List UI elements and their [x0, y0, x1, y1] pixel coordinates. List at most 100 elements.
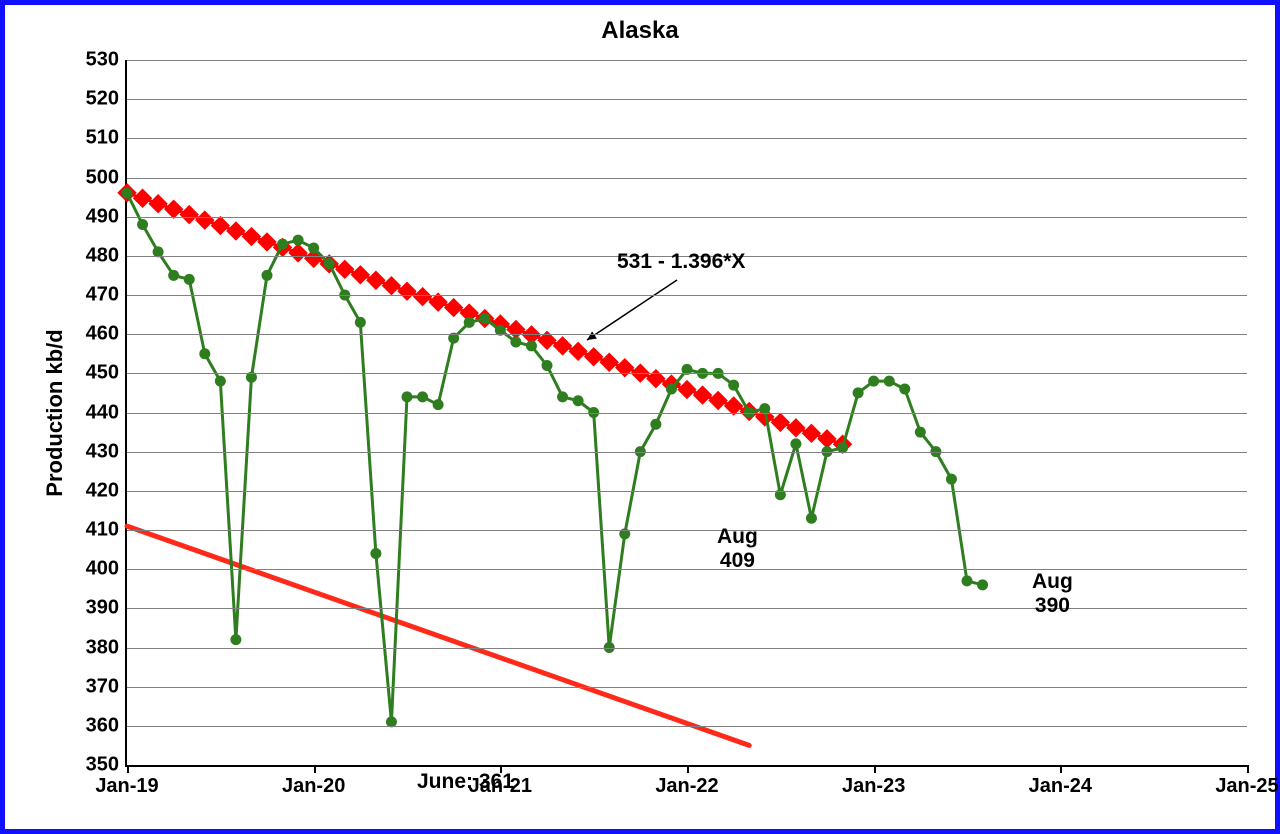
x-tick-mark — [1060, 765, 1062, 773]
production-marker — [293, 235, 304, 246]
production-marker — [277, 239, 288, 250]
trend-marker — [694, 386, 712, 404]
production-marker — [899, 384, 910, 395]
production-marker — [915, 427, 926, 438]
x-tick-label: Jan-24 — [1029, 775, 1092, 798]
trend-marker — [242, 228, 260, 246]
production-marker — [122, 188, 133, 199]
trend-marker — [165, 200, 183, 218]
production-marker — [790, 438, 801, 449]
gridline — [127, 138, 1247, 139]
production-marker — [402, 391, 413, 402]
trend-marker — [180, 206, 198, 224]
production-marker — [526, 340, 537, 351]
trend-marker — [600, 353, 618, 371]
production-marker — [728, 380, 739, 391]
production-marker — [868, 376, 879, 387]
annotation-text: Aug 409 — [717, 525, 758, 573]
gridline — [127, 726, 1247, 727]
production-marker — [650, 419, 661, 430]
production-marker — [479, 313, 490, 324]
production-marker — [542, 360, 553, 371]
gridline — [127, 373, 1247, 374]
y-tick-label: 530 — [86, 49, 119, 72]
trend-marker — [351, 266, 369, 284]
trend-marker — [445, 299, 463, 317]
trend-marker — [211, 217, 229, 235]
production-marker — [946, 474, 957, 485]
trend-marker — [336, 260, 354, 278]
gridline — [127, 452, 1247, 453]
trend-marker — [382, 277, 400, 295]
lower-trend-line — [127, 526, 749, 745]
plot-area: 3503603703803904004104204304404504604704… — [125, 60, 1247, 767]
production-marker — [464, 317, 475, 328]
production-marker — [510, 337, 521, 348]
annotation-text: 531 - 1.396*X — [617, 250, 745, 274]
gridline — [127, 217, 1247, 218]
gridline — [127, 295, 1247, 296]
production-marker — [168, 270, 179, 281]
y-tick-label: 400 — [86, 558, 119, 581]
trend-marker — [196, 211, 214, 229]
gridline — [127, 608, 1247, 609]
y-tick-label: 470 — [86, 284, 119, 307]
production-marker — [308, 243, 319, 254]
trend-marker — [414, 288, 432, 306]
chart-title: Alaska — [5, 17, 1275, 45]
production-marker — [853, 387, 864, 398]
production-marker — [666, 384, 677, 395]
production-marker — [977, 579, 988, 590]
trend-marker — [678, 381, 696, 399]
production-marker — [962, 575, 973, 586]
gridline — [127, 687, 1247, 688]
y-tick-label: 380 — [86, 636, 119, 659]
y-tick-label: 370 — [86, 675, 119, 698]
annotation-arrow-head — [587, 331, 597, 340]
trend-marker — [554, 337, 572, 355]
production-marker — [557, 391, 568, 402]
production-marker — [184, 274, 195, 285]
chart-frame: Alaska Production kb/d 35036037038039040… — [0, 0, 1280, 834]
trend-marker — [709, 392, 727, 410]
y-tick-label: 450 — [86, 362, 119, 385]
trend-marker — [289, 244, 307, 262]
y-tick-label: 500 — [86, 166, 119, 189]
x-tick-label: Jan-23 — [842, 775, 905, 798]
gridline — [127, 413, 1247, 414]
trend-marker — [398, 282, 416, 300]
y-tick-label: 490 — [86, 205, 119, 228]
y-tick-label: 510 — [86, 127, 119, 150]
x-tick-label: Jan-19 — [95, 775, 158, 798]
production-marker — [355, 317, 366, 328]
trend-marker — [818, 430, 836, 448]
production-marker — [417, 391, 428, 402]
y-tick-label: 350 — [86, 754, 119, 777]
gridline — [127, 60, 1247, 61]
production-marker — [433, 399, 444, 410]
x-tick-mark — [1247, 765, 1249, 773]
trend-marker — [585, 348, 603, 366]
gridline — [127, 334, 1247, 335]
trend-marker — [134, 189, 152, 207]
production-marker — [137, 219, 148, 230]
y-tick-label: 390 — [86, 597, 119, 620]
x-tick-label: Jan-22 — [655, 775, 718, 798]
x-tick-label: Jan-25 — [1215, 775, 1278, 798]
y-tick-label: 410 — [86, 519, 119, 542]
trend-marker — [787, 419, 805, 437]
production-marker — [370, 548, 381, 559]
gridline — [127, 530, 1247, 531]
production-marker — [573, 395, 584, 406]
y-tick-label: 420 — [86, 479, 119, 502]
trend-marker — [367, 271, 385, 289]
trend-marker — [802, 424, 820, 442]
trend-marker — [258, 233, 276, 251]
annotation-text: Aug 390 — [1032, 570, 1073, 618]
y-tick-label: 430 — [86, 440, 119, 463]
annotation-arrow — [587, 280, 677, 340]
x-tick-label: Jan-20 — [282, 775, 345, 798]
trend-marker — [227, 222, 245, 240]
x-tick-mark — [874, 765, 876, 773]
trend-marker — [569, 342, 587, 360]
